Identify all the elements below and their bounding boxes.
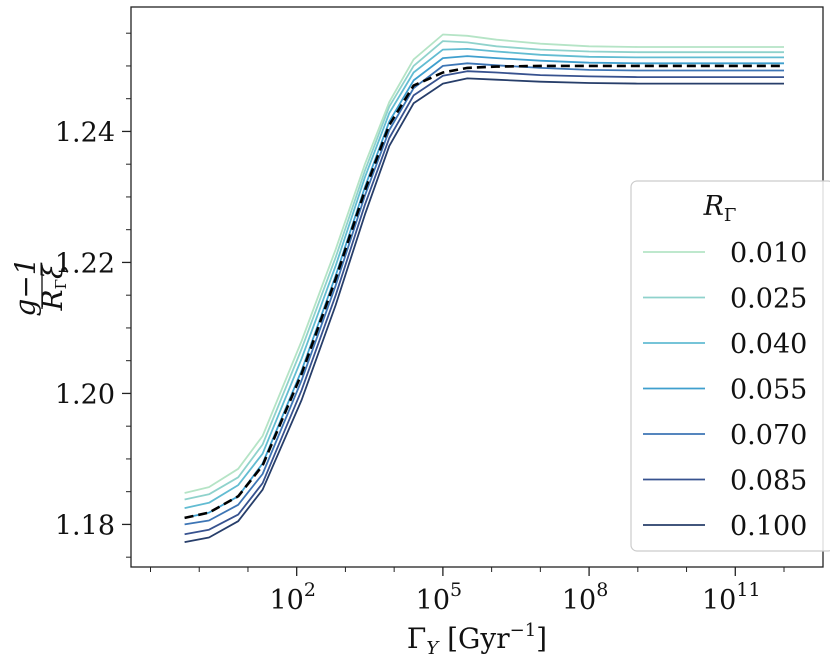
y-axis-label: g−1 RΓξ	[9, 257, 70, 316]
series-line-0.025	[184, 40, 784, 501]
legend-label-0.070: 0.070	[730, 420, 807, 451]
y-tick-label-2: 1.22	[55, 248, 115, 279]
legend-items: 0.010 0.025 0.040 0.055 0.070 0.085 0.100	[643, 238, 807, 542]
series-line-reference	[184, 64, 784, 520]
axis-ticks: 1.18 1.20 1.22 1.24 102 105 108 1011	[55, 32, 785, 616]
x-tick-label-3: 1011	[702, 579, 761, 616]
y-tick-label-1: 1.20	[55, 379, 115, 410]
series-line-0.100	[184, 77, 784, 543]
series-line-0.070	[184, 62, 784, 526]
legend-label-0.100: 0.100	[730, 511, 807, 542]
y-tick-label-0: 1.18	[55, 510, 115, 541]
legend-box	[630, 180, 830, 552]
x-tick-label-2: 108	[562, 579, 608, 616]
y-axis-label-numerator: g−1	[9, 257, 42, 316]
x-axis-label: ΓY [Gyr−1]	[407, 620, 547, 659]
legend-label-0.010: 0.010	[730, 238, 807, 269]
y-tick-label-3: 1.24	[55, 117, 115, 148]
x-tick-label-0: 102	[269, 579, 315, 616]
legend-label-0.055: 0.055	[730, 375, 807, 406]
series-line-0.040	[184, 48, 784, 509]
legend: RΓ 0.010 0.025 0.040 0.055 0.070 0.085 0.100	[630, 180, 830, 552]
series-line-0.010	[184, 33, 784, 494]
series-lines	[184, 33, 784, 543]
legend-title: RΓ	[703, 191, 737, 226]
legend-label-0.085: 0.085	[730, 466, 807, 497]
legend-label-0.025: 0.025	[730, 284, 807, 315]
legend-label-0.040: 0.040	[730, 329, 807, 360]
y-axis-label-denominator: RΓξ	[36, 262, 70, 312]
x-tick-label-1: 105	[416, 579, 462, 616]
series-line-0.085	[184, 70, 784, 536]
